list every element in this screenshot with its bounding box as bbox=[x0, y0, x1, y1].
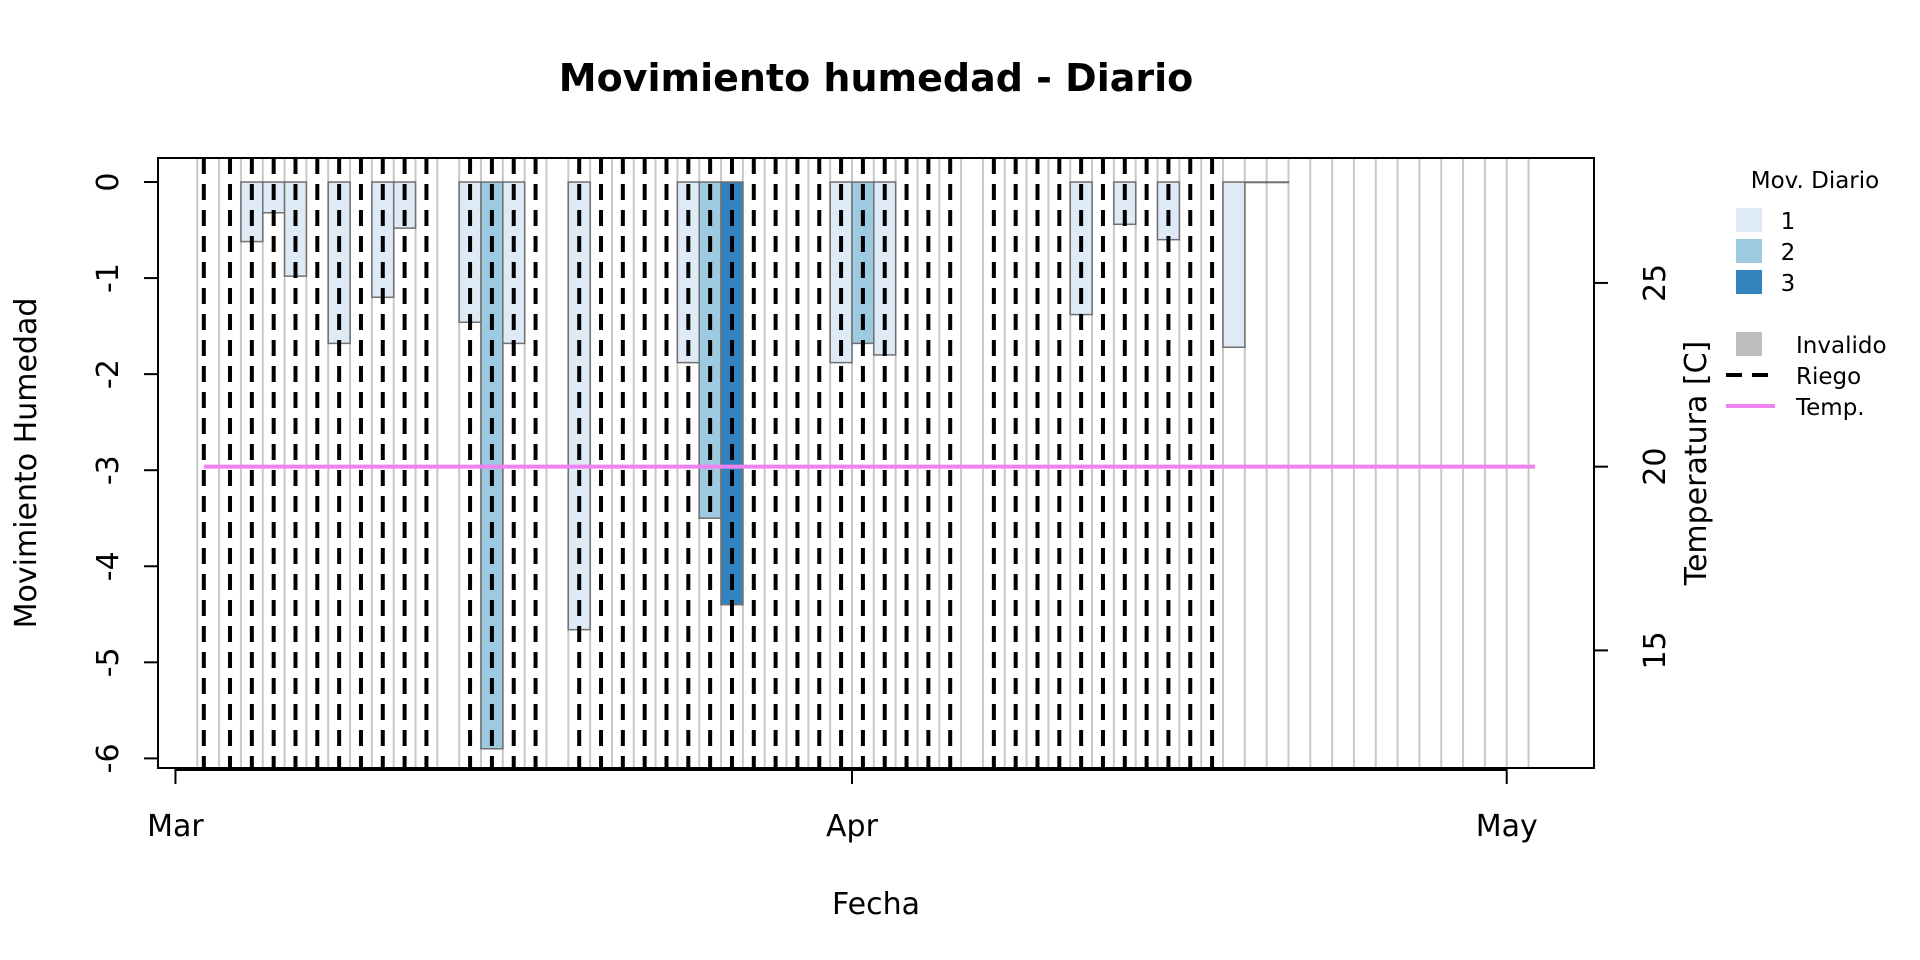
chart-title: Movimiento humedad - Diario bbox=[559, 56, 1194, 100]
x-tick-label: May bbox=[1476, 809, 1538, 844]
legend-label: 2 bbox=[1781, 240, 1796, 266]
bar bbox=[1265, 181, 1290, 184]
legend-label: 1 bbox=[1781, 209, 1796, 235]
y-tick-label: -2 bbox=[91, 359, 126, 389]
y-tick-label: -1 bbox=[91, 263, 126, 293]
bar bbox=[1222, 181, 1246, 348]
x-axis: Mar Apr May bbox=[147, 768, 1538, 844]
irrigation-lines bbox=[201, 158, 1215, 768]
legend-label: Temp. bbox=[1795, 395, 1865, 421]
y-axis: 0 -1 -2 -3 -4 -5 -6 bbox=[91, 172, 158, 773]
y-tick-label: -4 bbox=[91, 551, 126, 581]
y2-tick-label: 15 bbox=[1638, 631, 1673, 669]
y-tick-label: -3 bbox=[91, 455, 126, 485]
legend-swatch bbox=[1736, 239, 1762, 263]
bar bbox=[392, 181, 417, 229]
y-tick-label: -5 bbox=[91, 647, 126, 677]
x-tick-label: Apr bbox=[826, 809, 879, 844]
y-axis-label: Movimiento Humedad bbox=[9, 298, 44, 629]
y2-tick-label: 20 bbox=[1638, 448, 1673, 486]
y2-axis-label: Temperatura [C] bbox=[1679, 341, 1714, 587]
legend-label: 3 bbox=[1781, 271, 1796, 297]
legend-swatch bbox=[1736, 270, 1762, 294]
x-tick-label: Mar bbox=[147, 809, 204, 844]
legend-swatch bbox=[1736, 208, 1762, 232]
x-axis-label: Fecha bbox=[832, 887, 920, 922]
legend-label: Invalido bbox=[1796, 333, 1887, 359]
y-tick-label: -6 bbox=[91, 743, 126, 773]
y2-axis: 25 20 15 bbox=[1594, 264, 1673, 670]
legend-label: Riego bbox=[1796, 364, 1861, 390]
bar bbox=[1244, 181, 1268, 184]
legend-swatch-invalid bbox=[1736, 332, 1762, 356]
legend: Mov. Diario 1 2 3 Invalido Riego Temp. bbox=[1726, 168, 1887, 421]
y2-tick-label: 25 bbox=[1638, 264, 1673, 302]
legend-title: Mov. Diario bbox=[1751, 168, 1879, 194]
y-tick-label: 0 bbox=[91, 172, 126, 191]
plot-frame bbox=[157, 157, 1595, 769]
